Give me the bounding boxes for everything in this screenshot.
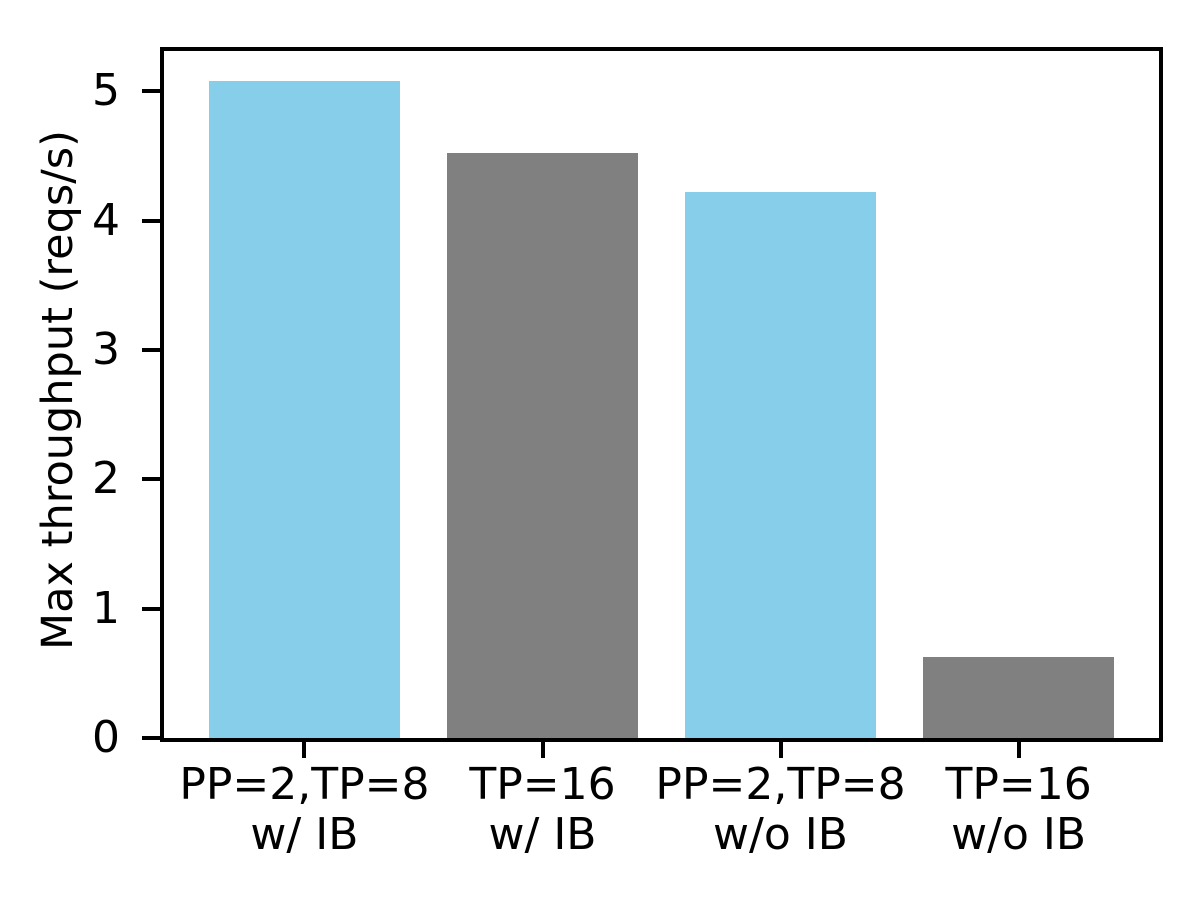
y-axis-tick-label: 3 <box>92 323 120 375</box>
bar-tp16-without-ib <box>923 656 1114 738</box>
bar-pp2-tp8-without-ib <box>685 192 876 738</box>
y-axis-tick-mark <box>142 606 160 611</box>
bar-tp16-with-ib <box>447 153 638 738</box>
x-axis-tick-label-tp16-with-ib: TP=16 w/ IB <box>469 759 616 860</box>
x-axis-tick-label-pp2-tp8-with-ib: PP=2,TP=8 w/ IB <box>179 759 430 860</box>
y-axis-tick-label: 1 <box>92 582 120 634</box>
y-axis-tick-label: 2 <box>92 453 120 505</box>
x-axis-tick-mark <box>778 742 783 758</box>
x-axis-tick-mark <box>302 742 307 758</box>
y-axis-tick-mark <box>142 477 160 482</box>
y-axis-tick-label: 5 <box>92 65 120 117</box>
x-axis-tick-label-tp16-without-ib: TP=16 w/o IB <box>945 759 1092 860</box>
y-axis-tick-label: 4 <box>92 194 120 246</box>
y-axis-tick-mark <box>142 218 160 223</box>
y-axis-tick-label: 0 <box>92 712 120 763</box>
plot-area: 0 1 2 3 4 5 PP=2,TP=8 w/ IB TP=16 w/ IB PP=2,TP=… <box>92 47 1163 860</box>
y-axis-tick-mark <box>142 89 160 94</box>
bar-pp2-tp8-with-ib <box>209 80 400 738</box>
x-axis-tick-label-pp2-tp8-without-ib: PP=2,TP=8 w/o IB <box>655 759 906 860</box>
x-axis-tick-mark <box>540 742 545 758</box>
y-axis-tick-mark <box>142 736 160 740</box>
y-axis-tick-mark <box>142 347 160 352</box>
x-axis-tick-mark <box>1016 742 1021 758</box>
